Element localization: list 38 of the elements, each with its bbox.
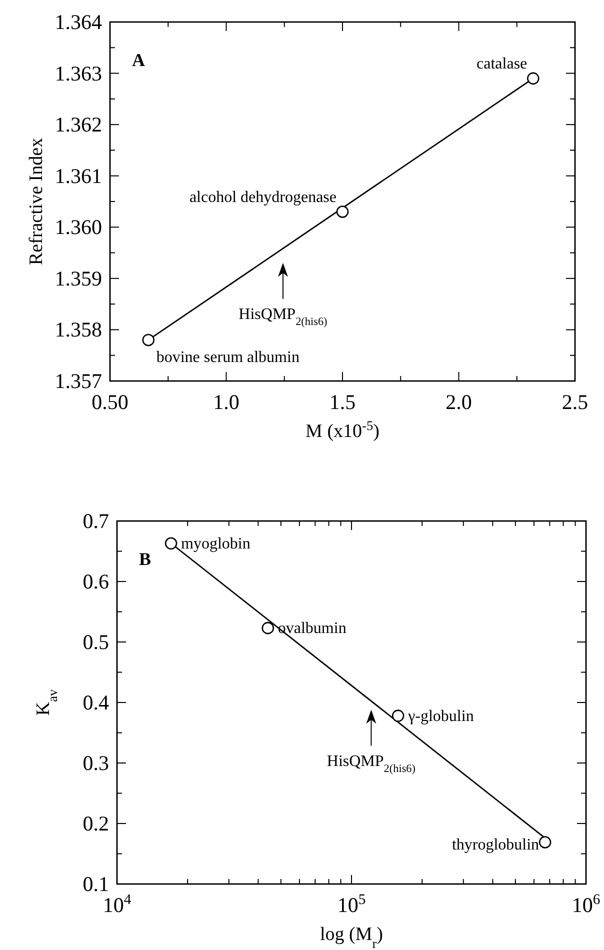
point [336, 206, 349, 218]
annotation: HisQMP$_{2(his6)}$ [326, 752, 416, 775]
annotation: ovalbumin [278, 620, 346, 638]
annotation: alcohol dehydrogenase [189, 188, 336, 206]
x-tick-label: 0.50 [92, 390, 128, 414]
y-tick-label: 1.360 [54, 215, 102, 240]
annotation: HisQMP$_{2(his6)}$ [238, 306, 328, 328]
x-axis-title: log (M$_{r}$) [320, 924, 384, 950]
x-tick-label: 1.5 [329, 390, 356, 414]
y-tick-label: 1.363 [54, 61, 102, 86]
x-tick-label: 10$^{5}$ [337, 892, 366, 917]
y-tick-label: 1.362 [54, 112, 102, 137]
y-tick-label: 0.3 [82, 751, 109, 775]
point [527, 72, 540, 85]
x-tick-label: 1.0 [213, 390, 240, 414]
y-tick-label: 0.2 [82, 812, 109, 836]
annotation: thyroglobulin [452, 836, 540, 854]
y-tick-label: 1.359 [54, 266, 102, 290]
y-tick-label: 0.4 [82, 690, 110, 714]
y-tick-label: 1.358 [54, 318, 102, 342]
point [142, 334, 155, 346]
y-tick-label: 1.357 [54, 369, 102, 393]
y-tick-label: 1.361 [54, 164, 102, 188]
annotation: myoglobin [181, 535, 250, 552]
x-tick-label: 2.5 [562, 390, 588, 414]
annotation: B [139, 549, 152, 569]
y-axis-title: Refractive Index [26, 137, 47, 266]
annotation: catalase [476, 55, 528, 72]
y-tick-label: 0.6 [82, 570, 109, 594]
annotation: bovine serum albumin [156, 348, 300, 366]
annotation: A [132, 50, 145, 70]
y-tick-label: 0.7 [82, 509, 109, 533]
y-tick-label: 0.5 [82, 630, 109, 654]
y-tick-label: 1.364 [54, 10, 102, 34]
x-axis-title: M (x10$^{-5}$) [306, 418, 380, 442]
x-tick-label: 2.0 [446, 390, 472, 414]
x-tick-label: 10$^{6}$ [572, 892, 600, 917]
annotation: γ-globulin [407, 708, 474, 725]
